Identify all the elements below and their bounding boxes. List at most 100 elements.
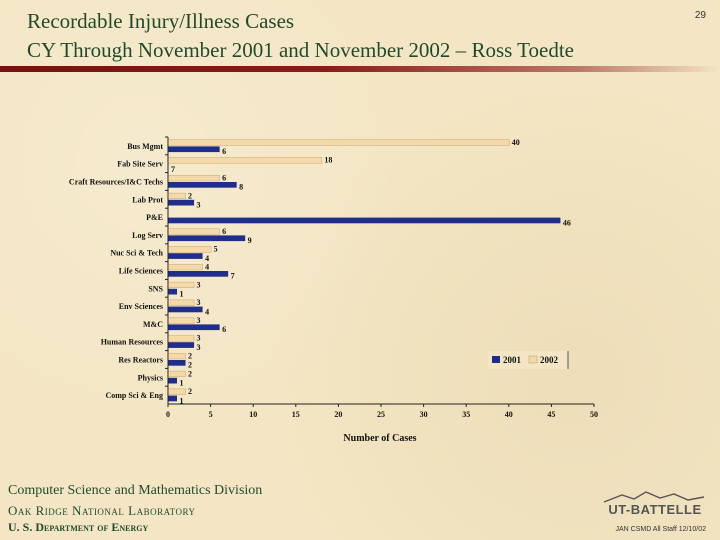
- category-label: Physics: [138, 373, 163, 382]
- doe-name: U. S. Department of Energy: [8, 520, 149, 534]
- value-label-2001: 6: [222, 325, 226, 334]
- value-label-2002: 6: [222, 227, 226, 236]
- bar-2002: [168, 281, 195, 289]
- value-label-2002: 3: [197, 280, 201, 289]
- x-tick-label: 50: [590, 410, 598, 419]
- category-label: Human Resources: [101, 338, 163, 347]
- x-tick-label: 20: [334, 410, 342, 419]
- category-label: SNS: [148, 284, 163, 293]
- category-label: Bus Mgmt: [127, 142, 163, 151]
- value-label-2002: 5: [214, 245, 218, 254]
- legend-label-2002: 2002: [540, 355, 559, 365]
- bar-2002: [168, 353, 186, 360]
- x-tick-label: 5: [209, 410, 213, 419]
- value-label-2001: 3: [197, 200, 201, 209]
- value-label-2001: 6: [222, 147, 226, 156]
- category-label: P&E: [146, 213, 163, 222]
- slide-title-line2: CY Through November 2001 and November 20…: [27, 38, 574, 63]
- category-label: Life Sciences: [119, 267, 163, 276]
- value-label-2002: 2: [188, 352, 192, 361]
- bar-2002: [168, 370, 186, 378]
- bar-2002: [168, 335, 195, 342]
- value-label-2001: 7: [231, 272, 235, 281]
- logo-mountain-mark: [603, 491, 705, 503]
- bar-2002: [168, 388, 186, 395]
- chart-legend: 2001 2002: [488, 351, 569, 369]
- value-label-2002: 6: [222, 174, 226, 183]
- category-label: Nuc Sci & Tech: [110, 249, 163, 258]
- bar-2001: [168, 306, 203, 313]
- x-tick-label: 10: [249, 410, 257, 419]
- x-tick-label: 40: [505, 410, 513, 419]
- bar-2001: [168, 342, 195, 348]
- bar-2002: [168, 246, 212, 253]
- category-label: Res Reactors: [118, 356, 163, 365]
- value-label-2002: 3: [197, 334, 201, 343]
- bar-2002: [168, 228, 220, 235]
- value-label-2001: 1: [180, 289, 184, 298]
- legend-swatch-2002: [528, 355, 538, 364]
- category-label: Lab Prot: [132, 195, 163, 204]
- x-tick-label: 35: [462, 410, 470, 419]
- value-label-2002: 2: [188, 369, 192, 378]
- value-label-2002: 2: [188, 191, 192, 200]
- value-label-2002: 18: [324, 156, 332, 165]
- bar-2002: [168, 317, 195, 324]
- value-label-2001: 4: [205, 307, 209, 316]
- bar-2001: [168, 288, 178, 295]
- category-label: Craft Resources/I&C Techs: [69, 178, 163, 187]
- value-label-2001: 46: [563, 218, 571, 227]
- bar-2002: [168, 157, 323, 164]
- bar-2001: [168, 182, 237, 188]
- value-label-2001: 8: [239, 183, 243, 192]
- value-label-2002: 40: [512, 138, 520, 147]
- legend-box: [488, 351, 568, 369]
- category-label: Log Serv: [132, 231, 163, 240]
- legend-label-2001: 2001: [503, 355, 522, 365]
- legend-swatch-2001: [492, 356, 500, 363]
- presenter-name: Ross Toedte: [471, 38, 574, 62]
- value-label-2001: 1: [180, 396, 184, 405]
- value-label-2001: 2: [188, 361, 192, 370]
- category-label: Fab Site Serv: [117, 160, 163, 169]
- ut-battelle-logo: UT-BATTELLE: [603, 491, 705, 517]
- value-label-2001: 9: [248, 236, 252, 245]
- bar-2002: [168, 299, 195, 306]
- bar-2001: [168, 271, 229, 277]
- slide-title-line1: Recordable Injury/Illness Cases: [27, 9, 295, 33]
- division-name: Computer Science and Mathematics Divisio…: [8, 483, 263, 498]
- bar-2001: [168, 324, 220, 331]
- category-label: M&C: [143, 320, 163, 329]
- value-label-2001: 7: [171, 165, 175, 174]
- bar-2001: [168, 360, 186, 366]
- x-tick-label: 30: [420, 410, 428, 419]
- bar-2001: [168, 253, 203, 259]
- bar-2002: [168, 264, 203, 271]
- bar-2001: [168, 235, 246, 242]
- x-tick-label: 45: [547, 410, 555, 419]
- value-label-2002: 4: [205, 263, 209, 272]
- bar-2002: [168, 175, 220, 182]
- value-label-2002: 3: [197, 316, 201, 325]
- value-label-2002: 2: [188, 387, 192, 396]
- bar-2001: [168, 199, 195, 206]
- value-label-2001: 4: [205, 254, 209, 263]
- title-period: CY Through November 2001 and November 20…: [27, 38, 467, 62]
- category-label: Env Sciences: [119, 302, 163, 311]
- title-divider: [0, 66, 720, 72]
- x-tick-label: 25: [377, 410, 385, 419]
- logo-wordmark: UT-BATTELLE: [608, 502, 701, 517]
- bar-2001: [168, 395, 178, 402]
- value-label-2001: 3: [197, 343, 201, 352]
- bar-2001: [168, 146, 220, 153]
- footnote: JAN CSMD All Staff 12/10/02: [615, 526, 706, 533]
- category-label: Comp Sci & Eng: [105, 391, 163, 400]
- x-tick-label: 15: [292, 410, 300, 419]
- value-label-2001: 1: [180, 378, 184, 387]
- x-axis-title: Number of Cases: [343, 433, 416, 444]
- bar-2002: [168, 139, 510, 146]
- x-tick-label: 0: [166, 410, 170, 419]
- bar-2001: [168, 217, 561, 224]
